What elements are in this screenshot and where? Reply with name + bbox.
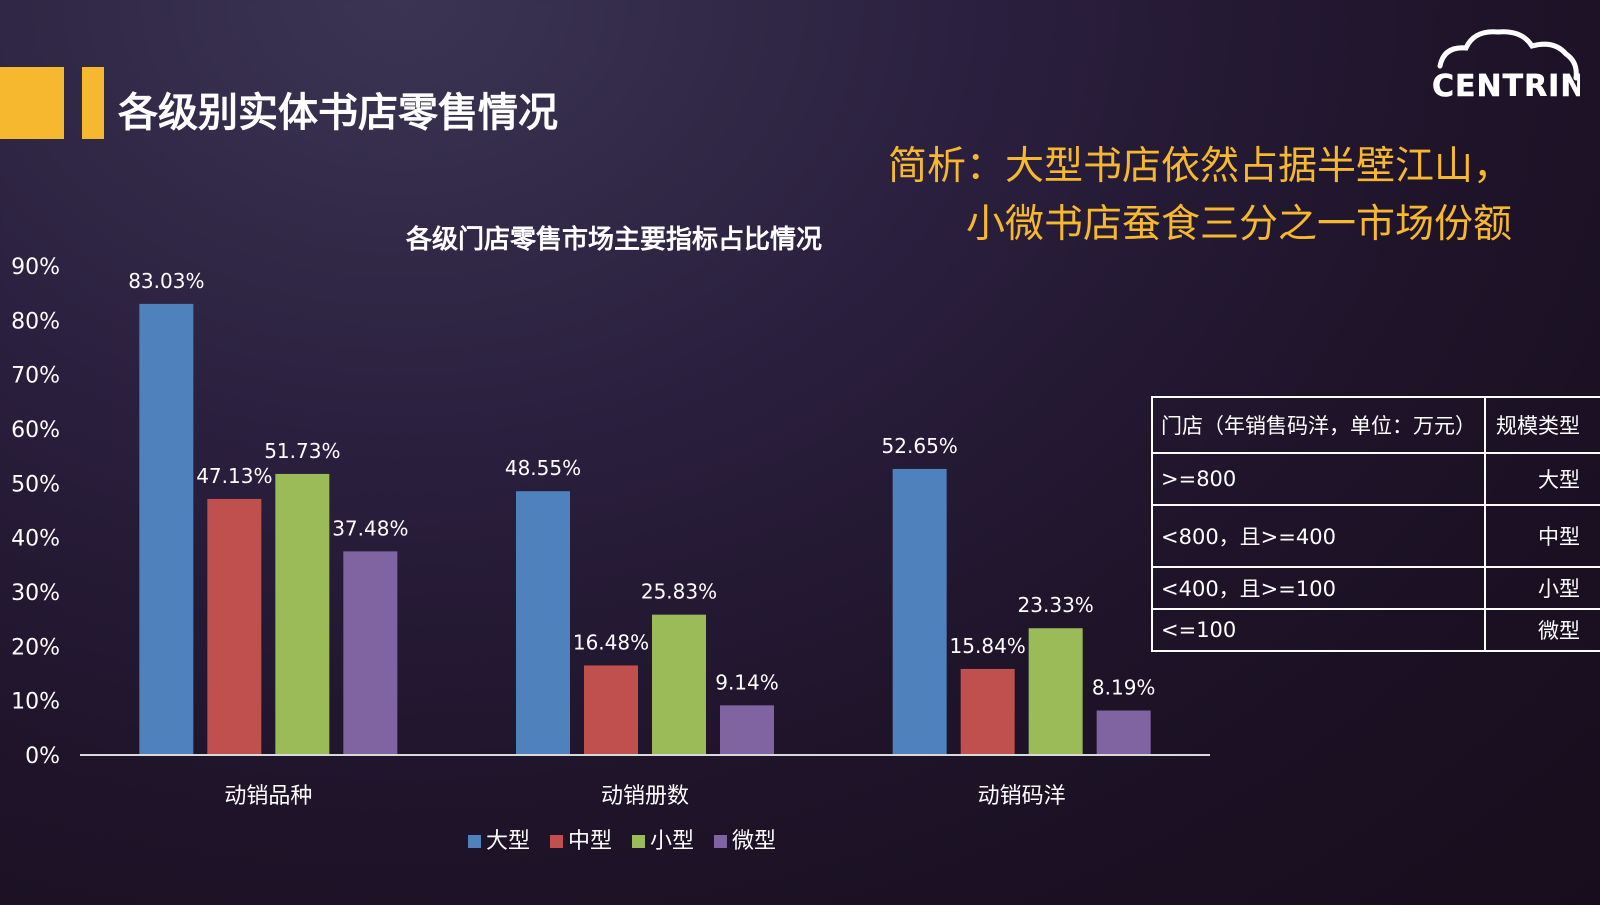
legend-swatch [550, 835, 563, 848]
legend-swatch [632, 835, 645, 848]
table-row: <400，且>=100 小型 [1151, 566, 1600, 610]
data-label: 37.48% [332, 516, 408, 540]
bar [1028, 628, 1083, 755]
legend-label: 中型 [568, 829, 612, 854]
table-cell-type: 微型 [1484, 608, 1600, 652]
legend-swatch [468, 835, 481, 848]
table-row: <800，且>=400 中型 [1151, 504, 1600, 568]
table-cell-range: <800，且>=400 [1151, 504, 1486, 568]
table-cell-type: 中型 [1484, 504, 1600, 568]
y-axis: 0% 10% 20% 30% 40% 50% 60% 70% 80% 90% [11, 255, 60, 769]
table-cell-type: 大型 [1484, 452, 1600, 506]
data-label: 52.65% [882, 434, 958, 458]
bar [1096, 710, 1151, 755]
y-tick-label: 80% [11, 309, 60, 334]
y-tick-label: 20% [11, 635, 60, 660]
data-label: 23.33% [1018, 593, 1094, 617]
table-cell-type: 小型 [1484, 566, 1600, 610]
store-size-table: 门店（年销售码洋，单位：万元） 规模类型 >=800 大型 <800，且>=40… [1151, 396, 1600, 652]
bar [720, 705, 774, 755]
table-cell-range: <400，且>=100 [1151, 566, 1486, 610]
table-row: >=800 大型 [1151, 452, 1600, 506]
analysis-note: 简析：大型书店依然占据半壁江山， 小微书店蚕食三分之一市场份额 [888, 138, 1512, 254]
cloud-icon [1437, 29, 1579, 81]
title-accent-block [0, 67, 64, 139]
y-tick-label: 50% [11, 472, 60, 497]
bar-series [139, 303, 1151, 755]
data-label: 83.03% [128, 269, 204, 293]
table-cell-range: >=800 [1151, 452, 1486, 506]
y-tick-label: 0% [25, 744, 60, 769]
x-axis: 动销品种 动销册数 动销码洋 [224, 784, 1065, 809]
legend-label: 小型 [650, 829, 694, 854]
data-label: 47.13% [196, 464, 272, 488]
data-label: 15.84% [950, 634, 1026, 658]
table-header-range: 门店（年销售码洋，单位：万元） [1151, 396, 1486, 454]
data-labels: 83.03% 47.13%51.73% 37.48% 48.55% 16.48% 25.8… [128, 269, 1155, 700]
logo-text: CENTRIN [1432, 69, 1580, 104]
data-label: 51.73% [264, 439, 340, 463]
x-tick-label: 动销册数 [601, 784, 689, 809]
analysis-line-2: 小微书店蚕食三分之一市场份额 [965, 202, 1512, 247]
page-title: 各级别实体书店零售情况 [118, 90, 558, 136]
y-tick-label: 30% [11, 581, 60, 606]
bar [275, 473, 330, 755]
centrin-logo: CENTRIN [1432, 29, 1580, 104]
table-cell-range: <=100 [1151, 608, 1486, 652]
data-label: 8.19% [1092, 676, 1156, 700]
chart-title: 各级门店零售市场主要指标占比情况 [405, 224, 822, 255]
table-row: <=100 微型 [1151, 608, 1600, 652]
table-header-type: 规模类型 [1484, 396, 1600, 454]
data-label: 25.83% [641, 580, 717, 604]
bar [343, 551, 398, 755]
bar [584, 665, 638, 755]
bar [139, 303, 194, 755]
legend: 大型 中型 小型 微型 [468, 829, 776, 854]
x-tick-label: 动销码洋 [978, 784, 1066, 809]
bar [516, 491, 570, 755]
analysis-line-1: 简析：大型书店依然占据半壁江山， [887, 144, 1512, 189]
table-header-row: 门店（年销售码洋，单位：万元） 规模类型 [1151, 396, 1600, 454]
bar [960, 668, 1015, 755]
x-tick-label: 动销品种 [224, 784, 312, 809]
bar [207, 498, 262, 755]
data-label: 16.48% [573, 630, 649, 654]
legend-label: 微型 [732, 829, 776, 854]
y-tick-label: 40% [11, 527, 60, 552]
bar [892, 468, 947, 755]
legend-label: 大型 [486, 829, 530, 854]
y-tick-label: 90% [11, 255, 60, 280]
y-tick-label: 10% [11, 690, 60, 715]
data-label: 9.14% [715, 670, 779, 694]
data-label: 48.55% [505, 456, 581, 480]
y-tick-label: 60% [11, 418, 60, 443]
bar [652, 614, 706, 755]
y-tick-label: 70% [11, 364, 60, 389]
title-accent-bar [82, 67, 104, 139]
legend-swatch [714, 835, 727, 848]
